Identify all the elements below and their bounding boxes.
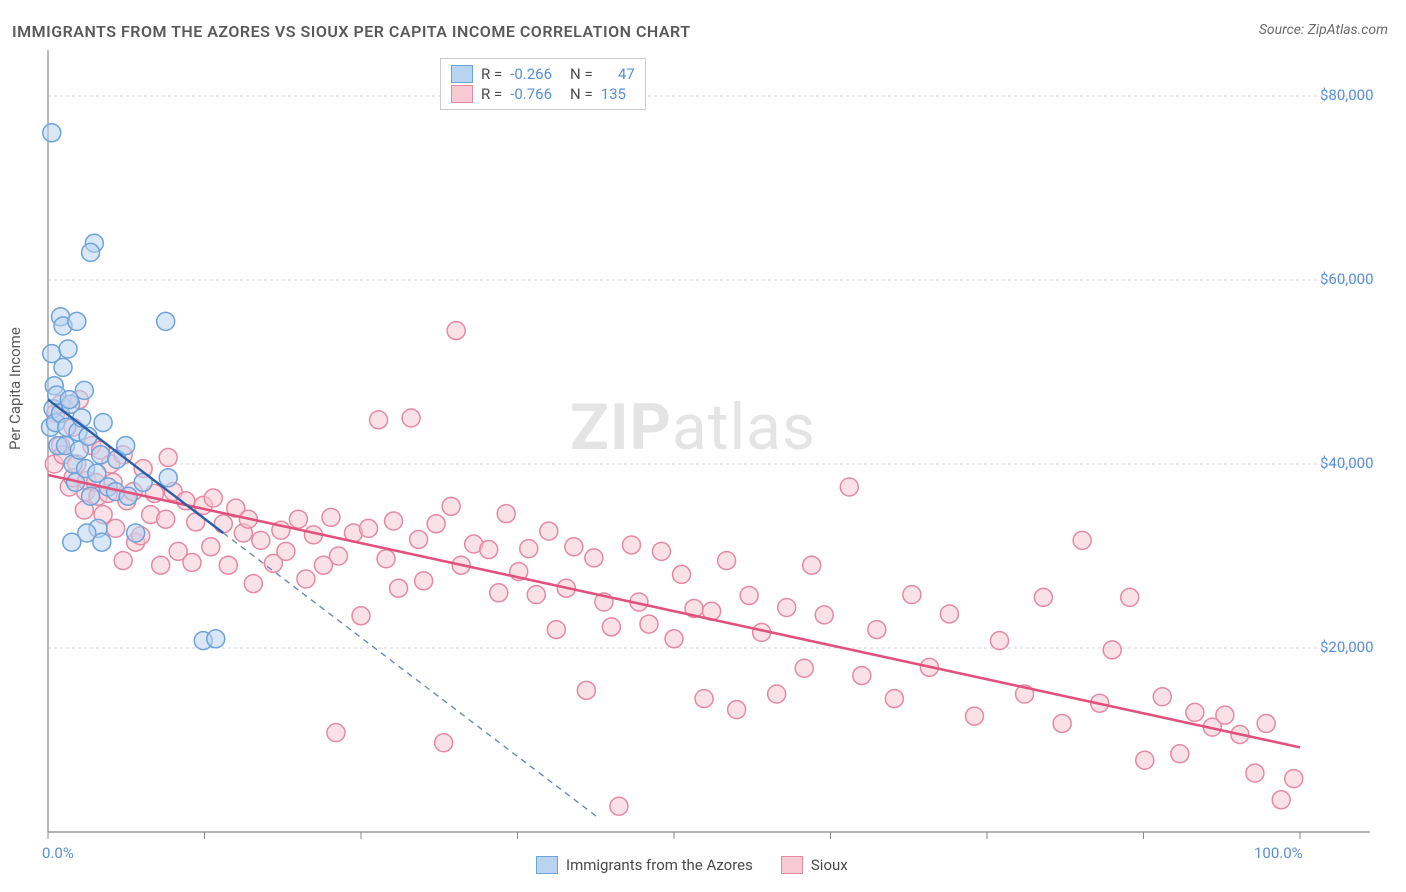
legend-item-azores: Immigrants from the Azores (536, 856, 753, 874)
r-label: R = (481, 65, 502, 83)
legend-label-sioux: Sioux (811, 856, 848, 874)
r-value-azores: -0.266 (510, 65, 552, 83)
x-tick-label: 0.0% (42, 844, 74, 862)
legend-series: Immigrants from the Azores Sioux (536, 856, 848, 874)
x-tick-label: 100.0% (1254, 844, 1303, 862)
scatter-plot (0, 0, 1406, 892)
swatch-azores (451, 65, 473, 83)
legend-stats-box: R = -0.266 N = 47 R = -0.766 N = 135 (440, 58, 646, 110)
n-label: N = (570, 85, 593, 103)
legend-label-azores: Immigrants from the Azores (566, 856, 753, 874)
swatch-sioux (781, 856, 803, 874)
r-label: R = (481, 85, 502, 103)
chart-container: IMMIGRANTS FROM THE AZORES VS SIOUX PER … (0, 0, 1406, 892)
legend-item-sioux: Sioux (781, 856, 848, 874)
swatch-sioux (451, 85, 473, 103)
n-value-azores: 47 (601, 65, 635, 83)
y-tick-label: $40,000 (1320, 454, 1374, 472)
legend-row-azores: R = -0.266 N = 47 (451, 65, 635, 83)
y-tick-label: $20,000 (1320, 638, 1374, 656)
swatch-azores (536, 856, 558, 874)
y-tick-label: $60,000 (1320, 270, 1374, 288)
n-value-sioux: 135 (601, 85, 626, 103)
n-label: N = (570, 65, 593, 83)
y-tick-label: $80,000 (1320, 86, 1374, 104)
legend-row-sioux: R = -0.766 N = 135 (451, 85, 635, 103)
r-value-sioux: -0.766 (510, 85, 552, 103)
